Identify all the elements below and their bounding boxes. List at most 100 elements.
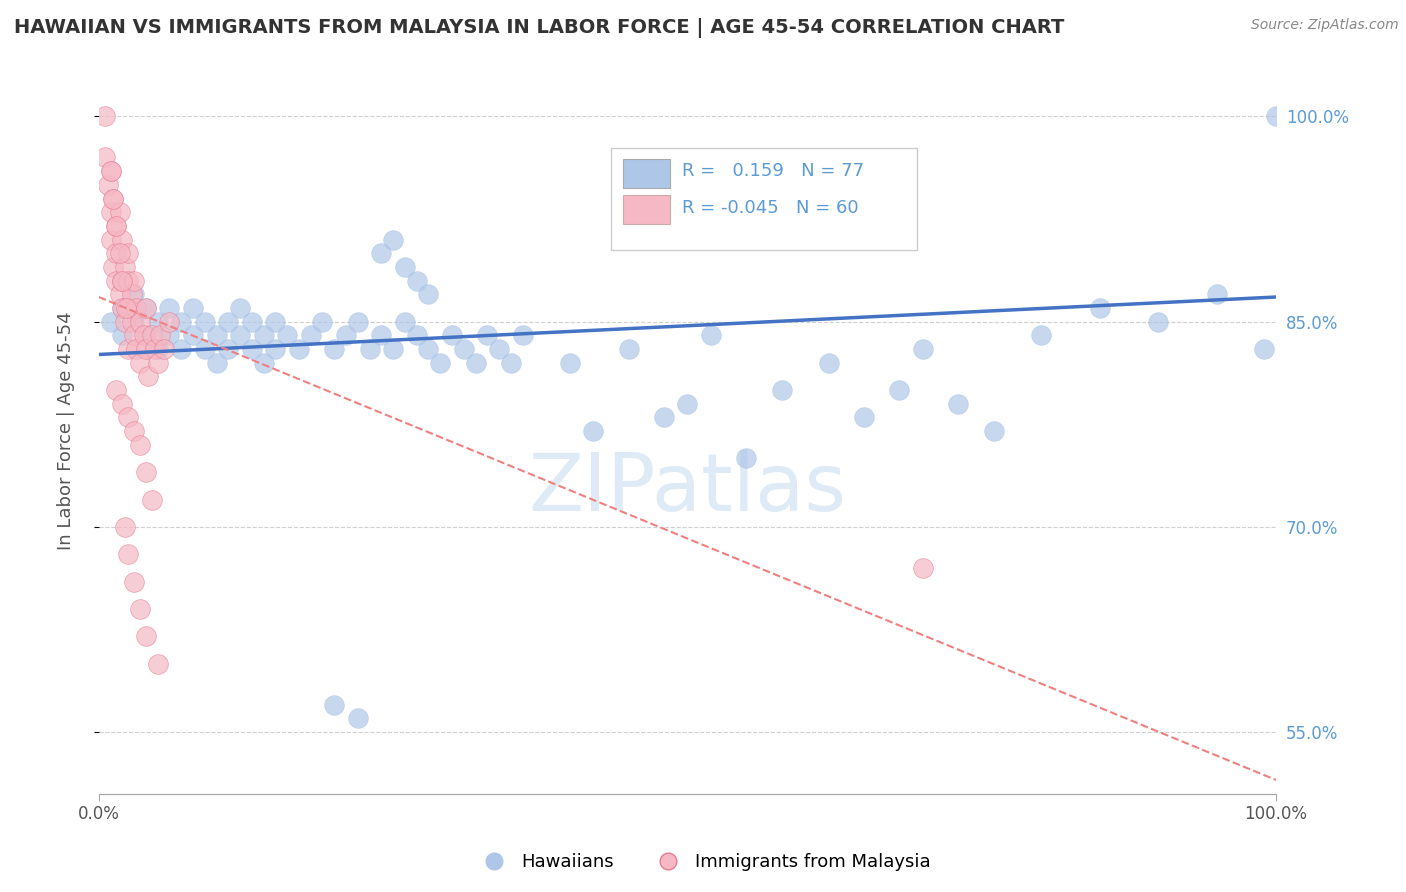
Point [135,342,157,356]
Point [105,274,128,288]
Point [323,698,346,712]
Point [217,315,239,329]
Point [429,356,451,370]
Point [700,328,723,343]
Point [125,342,148,356]
Point [105,219,128,233]
Point [359,342,381,356]
Point [911,342,934,356]
Point [346,315,368,329]
Point [111,274,134,288]
Point [101,192,124,206]
Point [240,315,263,329]
Point [948,397,970,411]
Point [240,342,263,356]
Point [382,342,405,356]
Point [93,151,115,165]
Point [129,356,152,370]
Point [770,383,793,397]
Point [194,315,217,329]
Point [558,356,581,370]
Point [135,629,157,643]
Point [100,164,122,178]
Point [276,328,298,343]
Point [676,397,699,411]
Point [111,397,134,411]
Point [100,205,122,219]
Point [264,342,287,356]
Text: Source: ZipAtlas.com: Source: ZipAtlas.com [1251,18,1399,32]
Point [159,328,181,343]
Point [97,178,120,192]
Point [499,356,522,370]
FancyBboxPatch shape [623,159,669,188]
Point [152,342,174,356]
Point [122,287,145,301]
Point [1253,342,1275,356]
Text: ZIPatlas: ZIPatlas [529,450,846,528]
Point [405,328,427,343]
Point [114,260,136,274]
Point [382,233,405,247]
Point [146,315,169,329]
Point [582,424,605,438]
Point [129,438,152,452]
Point [181,301,204,315]
Point [108,246,131,260]
Point [440,328,463,343]
Point [117,547,139,561]
Point [135,301,157,315]
Point [105,219,128,233]
Point [370,328,392,343]
Point [115,301,138,315]
Point [252,328,274,343]
Point [117,342,139,356]
Point [149,328,172,343]
Point [122,315,145,329]
Point [299,328,322,343]
Point [1088,301,1111,315]
Point [108,205,131,219]
Point [346,711,368,725]
Point [735,451,758,466]
Point [135,328,157,343]
Point [136,369,159,384]
Point [1206,287,1229,301]
Point [181,328,204,343]
Point [652,410,675,425]
Point [132,328,155,343]
FancyBboxPatch shape [623,195,669,225]
Point [170,315,193,329]
Point [122,274,145,288]
Point [111,301,134,315]
Point [159,315,181,329]
Point [1147,315,1170,329]
Point [335,328,357,343]
Point [817,356,839,370]
Point [135,301,157,315]
Point [111,233,134,247]
Point [121,287,143,301]
Point [194,342,217,356]
Point [111,301,134,315]
Point [146,657,169,671]
Point [121,315,143,329]
Point [122,424,145,438]
Point [143,342,166,356]
Point [170,342,193,356]
Point [418,287,440,301]
Point [464,356,486,370]
Point [105,383,128,397]
Point [141,328,163,343]
Point [125,301,148,315]
Point [370,246,392,260]
Text: R = -0.045   N = 60: R = -0.045 N = 60 [682,199,858,217]
Point [114,315,136,329]
Point [217,342,239,356]
Point [108,287,131,301]
Point [93,110,115,124]
Point [111,328,134,343]
Point [101,192,124,206]
Point [418,342,440,356]
Point [1265,110,1288,124]
